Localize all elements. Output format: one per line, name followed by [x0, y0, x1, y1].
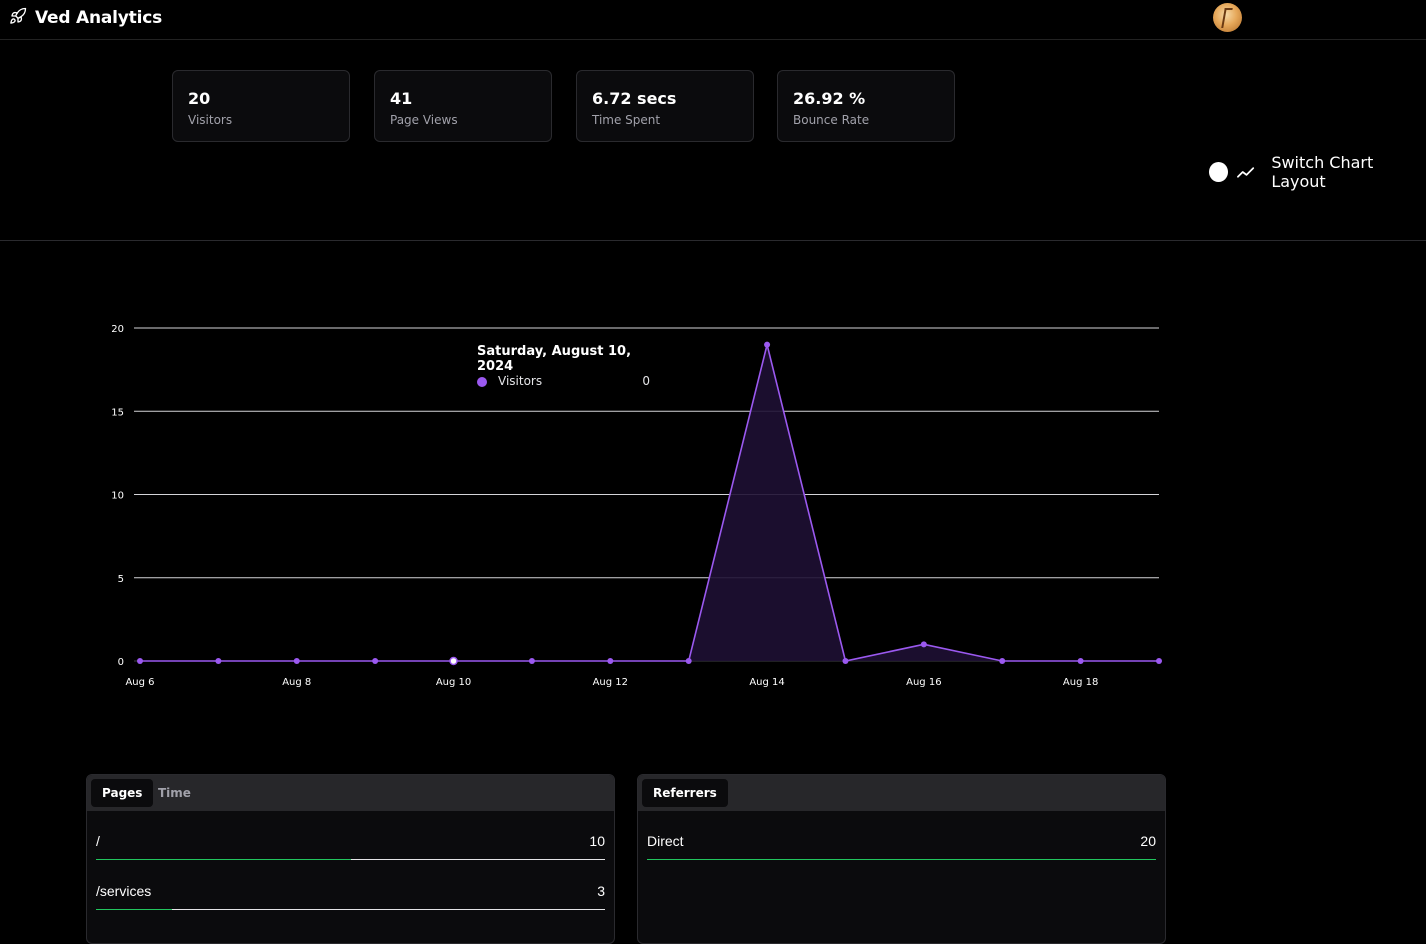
stat-value: 6.72 secs	[592, 89, 677, 108]
page-count: 10	[589, 833, 605, 849]
top-bar: Ved Analytics	[0, 0, 1426, 40]
page-count: 3	[597, 883, 605, 899]
page-path: /services	[96, 883, 152, 899]
y-tick-label: 10	[111, 491, 124, 502]
data-point	[685, 658, 692, 664]
stat-card-page-views: 41 Page Views	[374, 70, 552, 142]
data-point	[1077, 658, 1084, 664]
tab-pages[interactable]: Pages	[91, 779, 154, 807]
app-title: Ved Analytics	[35, 8, 163, 28]
avatar[interactable]	[1213, 3, 1242, 32]
data-point	[137, 658, 143, 664]
row-bar-fill	[96, 859, 351, 860]
x-tick-label: Aug 10	[436, 677, 471, 688]
switch-chart-layout[interactable]: Switch Chart Layout	[1209, 153, 1426, 191]
visitors-chart[interactable]: 0 5 10 15 20 Aug 6 Aug 8 Aug 10 Aug 12 Aug 14 Aug …	[100, 310, 1180, 710]
trend-line-icon	[1237, 167, 1255, 178]
tooltip-title: Saturday, August 10, 2024	[477, 344, 632, 374]
stat-label: Page Views	[390, 113, 458, 127]
tab-referrers[interactable]: Referrers	[642, 779, 728, 807]
data-point	[293, 658, 300, 664]
data-point	[607, 658, 614, 664]
stat-card-time-spent: 6.72 secs Time Spent	[576, 70, 754, 142]
row-bar-fill	[647, 859, 1156, 860]
x-tick-label: Aug 6	[125, 677, 154, 688]
panel-tabs: Pages Time	[87, 775, 614, 811]
stat-label: Time Spent	[592, 113, 661, 127]
switch-chart-layout-label: Switch Chart Layout	[1271, 153, 1374, 191]
row-bar-track	[96, 909, 605, 910]
list-item[interactable]: / 10	[96, 825, 605, 865]
data-point	[920, 641, 927, 648]
divider	[0, 240, 1426, 241]
list-item[interactable]: /services 3	[96, 875, 605, 915]
stat-value: 26.92 %	[793, 89, 866, 108]
row-bar-track	[647, 859, 1156, 860]
tab-time[interactable]: Time	[158, 786, 191, 800]
tooltip-series-dot	[477, 377, 487, 387]
pages-panel: Pages Time / 10 /services 3	[86, 774, 615, 944]
x-tick-label: Aug 8	[282, 677, 311, 688]
referrers-panel: Referrers Direct 20	[637, 774, 1166, 944]
tooltip-series-name: Visitors	[498, 374, 543, 388]
rocket-icon	[9, 7, 27, 29]
data-point	[999, 658, 1006, 664]
chart-tooltip: Saturday, August 10, 2024 Visitors 0	[466, 334, 662, 402]
x-tick-label: Aug 12	[593, 677, 628, 688]
y-tick-label: 20	[111, 324, 124, 335]
y-tick-label: 15	[111, 407, 124, 418]
row-bar-fill	[96, 909, 173, 910]
stat-value: 41	[390, 89, 413, 108]
x-tick-label: Aug 16	[906, 677, 941, 688]
referrer-count: 20	[1140, 833, 1156, 849]
stat-card-bounce-rate: 26.92 % Bounce Rate	[777, 70, 955, 142]
row-bar-track	[96, 859, 605, 860]
y-tick-label: 5	[118, 574, 124, 585]
x-tick-label: Aug 14	[749, 677, 784, 688]
tooltip-value: 0	[642, 374, 650, 388]
stat-card-visitors: 20 Visitors	[172, 70, 350, 142]
data-point	[842, 658, 849, 664]
x-tick-label: Aug 18	[1063, 677, 1098, 688]
stat-label: Bounce Rate	[793, 113, 870, 127]
data-point	[1156, 658, 1162, 664]
series-line	[140, 344, 1159, 662]
data-point	[764, 341, 771, 348]
y-tick-label: 0	[118, 657, 124, 668]
page-path: /	[96, 833, 100, 849]
list-item[interactable]: Direct 20	[647, 825, 1156, 865]
stat-value: 20	[188, 89, 211, 108]
data-point	[449, 656, 458, 666]
stat-label: Visitors	[188, 113, 233, 127]
toggle-switch[interactable]	[1209, 162, 1229, 182]
brand[interactable]: Ved Analytics	[9, 7, 162, 29]
data-point	[215, 658, 222, 664]
data-point	[528, 658, 535, 664]
panel-tabs: Referrers	[638, 775, 1165, 811]
referrer-name: Direct	[647, 833, 684, 849]
data-point	[372, 658, 379, 664]
